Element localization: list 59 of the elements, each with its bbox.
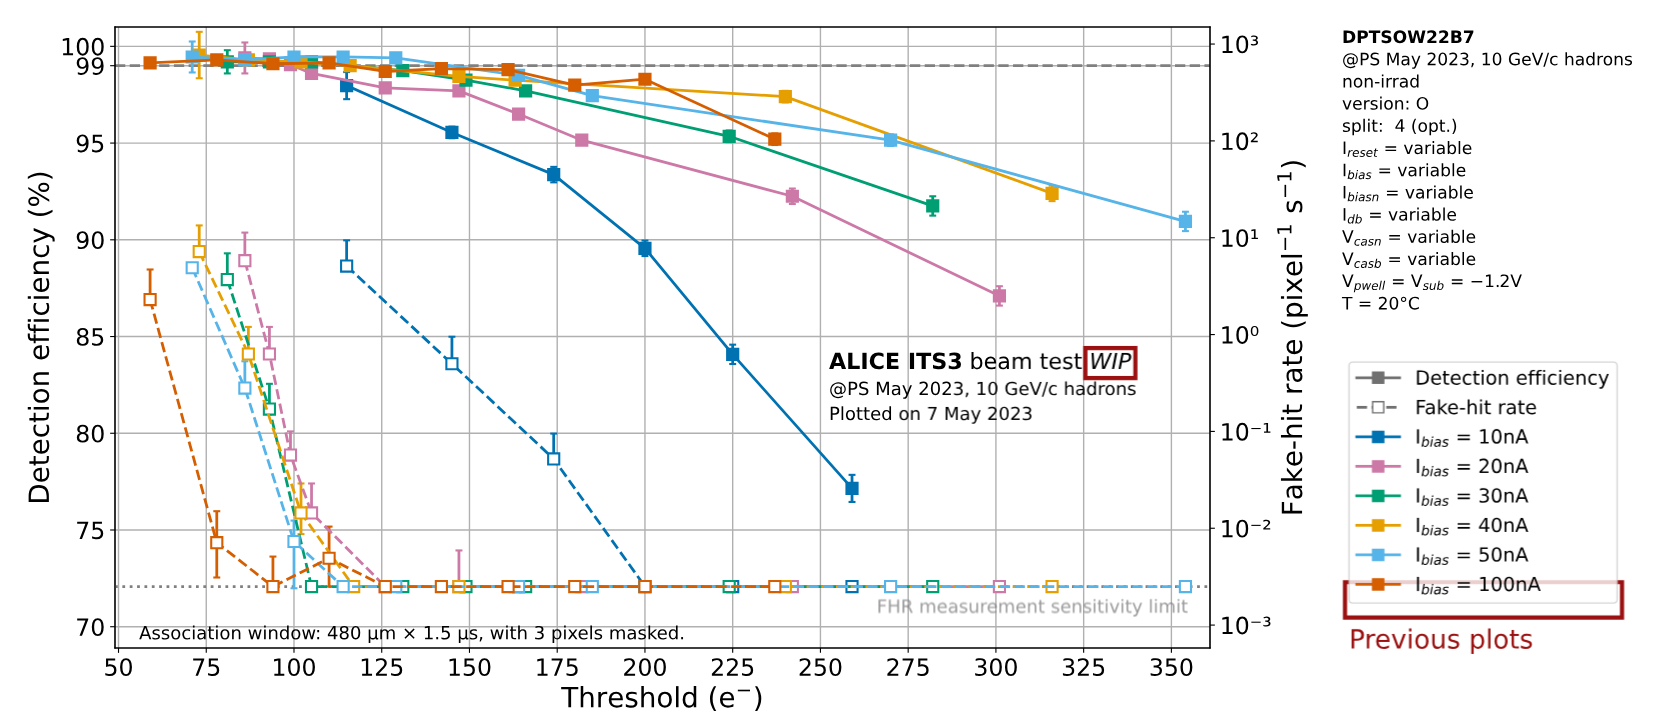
- annotation: WIP: [1091, 352, 1132, 369]
- y-tick-label: 70: [77, 618, 104, 637]
- y-tick-label: 100: [62, 37, 104, 56]
- x-tick-label: 300: [975, 658, 1017, 676]
- y2-axis-title: Fake-hit rate (pixel$^{−1}$ s$^{−1}$): [1277, 161, 1308, 514]
- text: Fake-hit rate: [1417, 399, 1536, 415]
- x-tick-label: 200: [624, 658, 666, 676]
- annotation: ALICE ITS3: [829, 352, 961, 370]
- annotation: @PS May 2023, 10 GeV/c hadrons: [830, 381, 1136, 399]
- y2-tick-label: 10⁻¹: [1222, 422, 1271, 441]
- y2-tick-label: 10⁰: [1222, 326, 1259, 344]
- y-tick-label: 90: [76, 231, 104, 250]
- y2-tick-label: 10⁻³: [1222, 616, 1271, 635]
- text: split: 4 (opt.): [1342, 118, 1457, 136]
- legend-label: I$_{bias}$ = 10nA: [1417, 429, 1529, 447]
- legend-label: I$_{bias}$ = 40nA: [1417, 517, 1529, 536]
- y2-tick-label: 10⁻²: [1222, 519, 1271, 538]
- y-axis-title: Detection efficiency (%): [27, 172, 55, 502]
- annotation: Association window: 480 µm × 1.5 µs, with 3 pixels masked.: [139, 625, 684, 644]
- x-tick-label: 175: [537, 658, 578, 676]
- text: I$_{db}$ = variable: [1343, 207, 1457, 224]
- x-tick-label: 50: [105, 658, 132, 676]
- y2-tick-label: 10³: [1222, 35, 1259, 54]
- x-tick-label: 250: [799, 658, 842, 676]
- y-tick-label: 80: [76, 424, 104, 443]
- x-tick-label: 150: [449, 658, 491, 676]
- x-tick-label: 125: [361, 658, 403, 676]
- text: I$_{reset}$ = variable: [1343, 141, 1472, 157]
- legend-label: I$_{bias}$ = 100nA: [1417, 576, 1541, 595]
- y2-tick-label: 10¹: [1222, 229, 1258, 248]
- legend-label: I$_{bias}$ = 30nA: [1417, 488, 1529, 506]
- text: @PS May 2023, 10 GeV/c hadrons: [1343, 52, 1633, 69]
- annotation: Plotted on 7 May 2023: [830, 406, 1032, 424]
- legend-label: I$_{bias}$ = 20nA: [1417, 458, 1529, 477]
- text: version: O: [1342, 96, 1429, 110]
- text: V$_{casn}$ = variable: [1342, 229, 1476, 246]
- x-tick-label: 275: [887, 658, 929, 676]
- y-tick-label: 95: [76, 134, 104, 153]
- text: V$_{casb}$ = variable: [1342, 252, 1476, 268]
- text: V$_{pwell}$ = V$_{sub}$ = −1.2V: [1342, 274, 1522, 293]
- x-tick-label: 100: [274, 658, 315, 676]
- x-axis-title: Threshold (e$^{−}$): [561, 686, 762, 711]
- x-tick-label: 75: [193, 658, 220, 676]
- y-tick-label: 85: [76, 327, 104, 346]
- y-tick-label: 99: [76, 57, 104, 75]
- text: DPTSOW22B7: [1343, 30, 1474, 44]
- x-tick-label: 325: [1062, 658, 1105, 676]
- text: Previous plots: [1351, 628, 1532, 654]
- x-tick-label: 225: [711, 658, 754, 676]
- annotation: beam test: [971, 352, 1082, 370]
- text: I$_{bias}$ = variable: [1343, 163, 1466, 180]
- text: I$_{biasn}$ = variable: [1343, 185, 1473, 202]
- text: non-irrad: [1343, 74, 1419, 88]
- text: Detection efficiency: [1417, 369, 1609, 389]
- y2-tick-label: 10²: [1222, 132, 1258, 151]
- x-tick-label: 350: [1150, 658, 1193, 676]
- text: T = 20°C: [1341, 296, 1419, 310]
- legend-label: I$_{bias}$ = 50nA: [1417, 547, 1529, 565]
- y-tick-label: 75: [77, 521, 104, 540]
